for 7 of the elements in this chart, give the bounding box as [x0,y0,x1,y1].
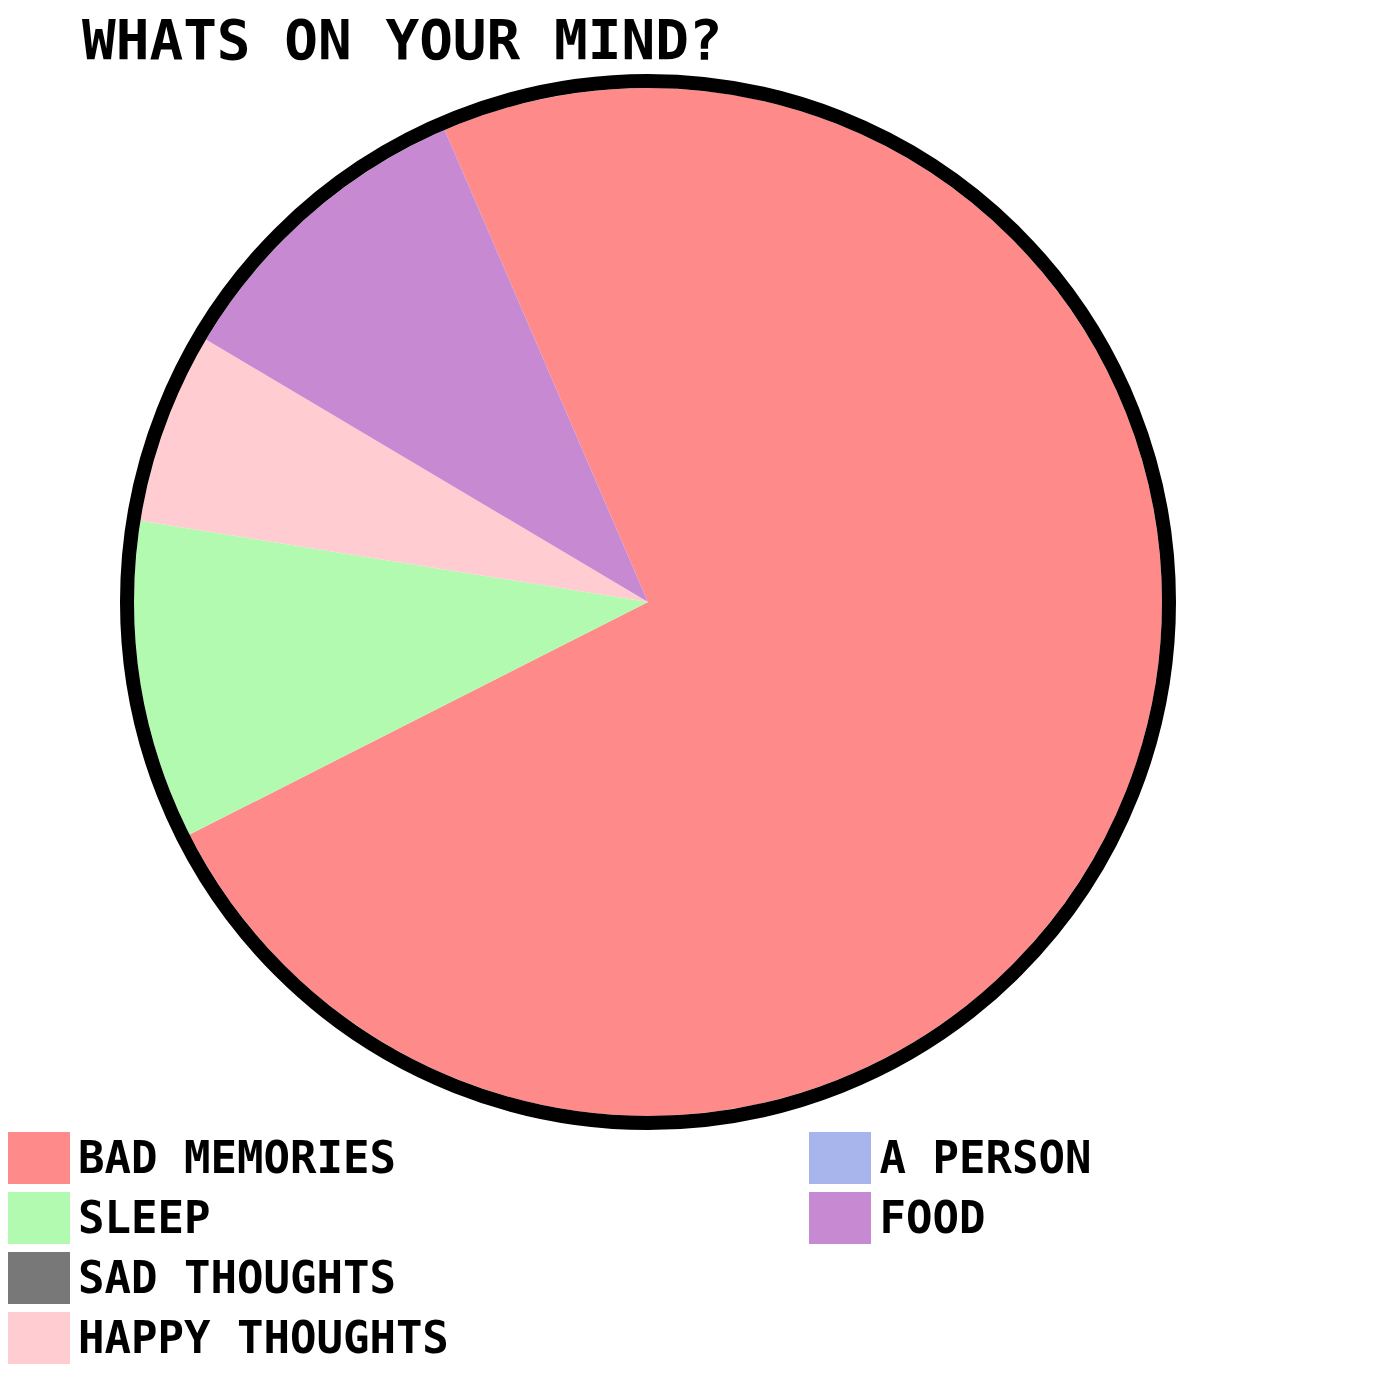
legend-label: SLEEP [78,1192,211,1244]
legend-label: A PERSON [879,1132,1092,1184]
legend-label: FOOD [879,1192,986,1244]
chart-title: WHATS ON YOUR MIND? [81,7,724,72]
legend-label: BAD MEMORIES [78,1132,396,1184]
legend-label: HAPPY THOUGHTS [78,1312,449,1364]
legend-label: SAD THOUGHTS [78,1252,396,1304]
